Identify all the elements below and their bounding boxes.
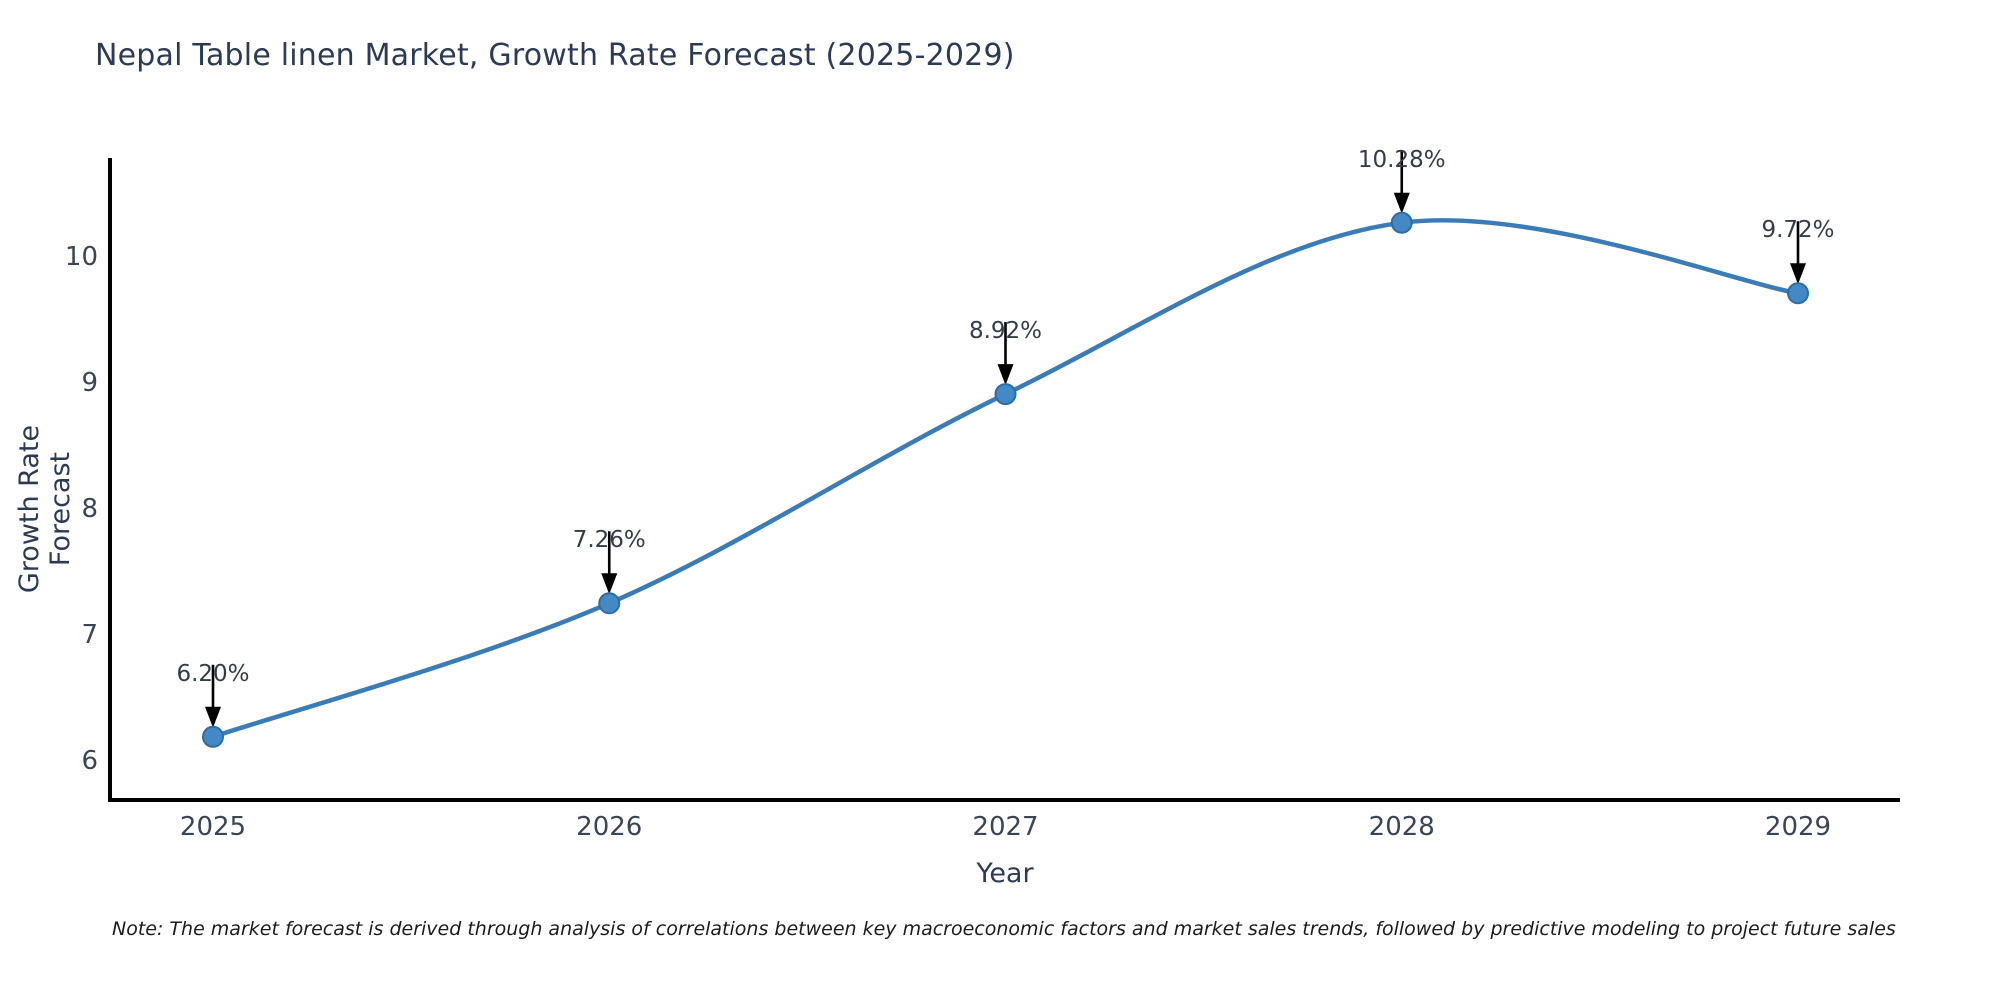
annotation-arrowhead xyxy=(1790,263,1806,285)
data-point-marker xyxy=(598,592,621,615)
data-label: 6.20% xyxy=(176,660,250,687)
x-tick-label: 2025 xyxy=(179,812,247,842)
data-label: 9.72% xyxy=(1761,217,1835,244)
y-tick-label: 6 xyxy=(81,746,98,776)
data-point-marker xyxy=(994,383,1017,406)
data-point-marker xyxy=(1787,282,1809,305)
y-tick-label: 9 xyxy=(81,368,98,398)
x-axis-label: Year xyxy=(976,858,1034,889)
annotation-arrowhead xyxy=(205,706,221,728)
data-point-marker xyxy=(202,725,224,748)
annotation-arrowhead xyxy=(997,364,1014,386)
data-point-marker xyxy=(1390,211,1413,234)
annotation-arrowhead xyxy=(1393,192,1410,214)
y-tick-label: 7 xyxy=(81,620,98,650)
y-tick-label: 8 xyxy=(81,494,98,524)
x-tick-label: 2028 xyxy=(1368,812,1435,842)
annotation-arrowhead xyxy=(601,573,618,595)
x-tick-label: 2027 xyxy=(972,812,1039,842)
chart-title: Nepal Table linen Market, Growth Rate Fo… xyxy=(95,38,1015,73)
data-label: 10.28% xyxy=(1357,146,1446,173)
data-label: 7.26% xyxy=(572,527,646,554)
data-label: 8.92% xyxy=(968,318,1043,345)
footnote: Note: The market forecast is derived thr… xyxy=(112,918,1896,940)
x-tick-label: 2029 xyxy=(1764,812,1832,842)
y-tick-label: 10 xyxy=(64,242,98,272)
x-tick-label: 2026 xyxy=(576,812,643,842)
forecast-line xyxy=(210,218,1801,740)
